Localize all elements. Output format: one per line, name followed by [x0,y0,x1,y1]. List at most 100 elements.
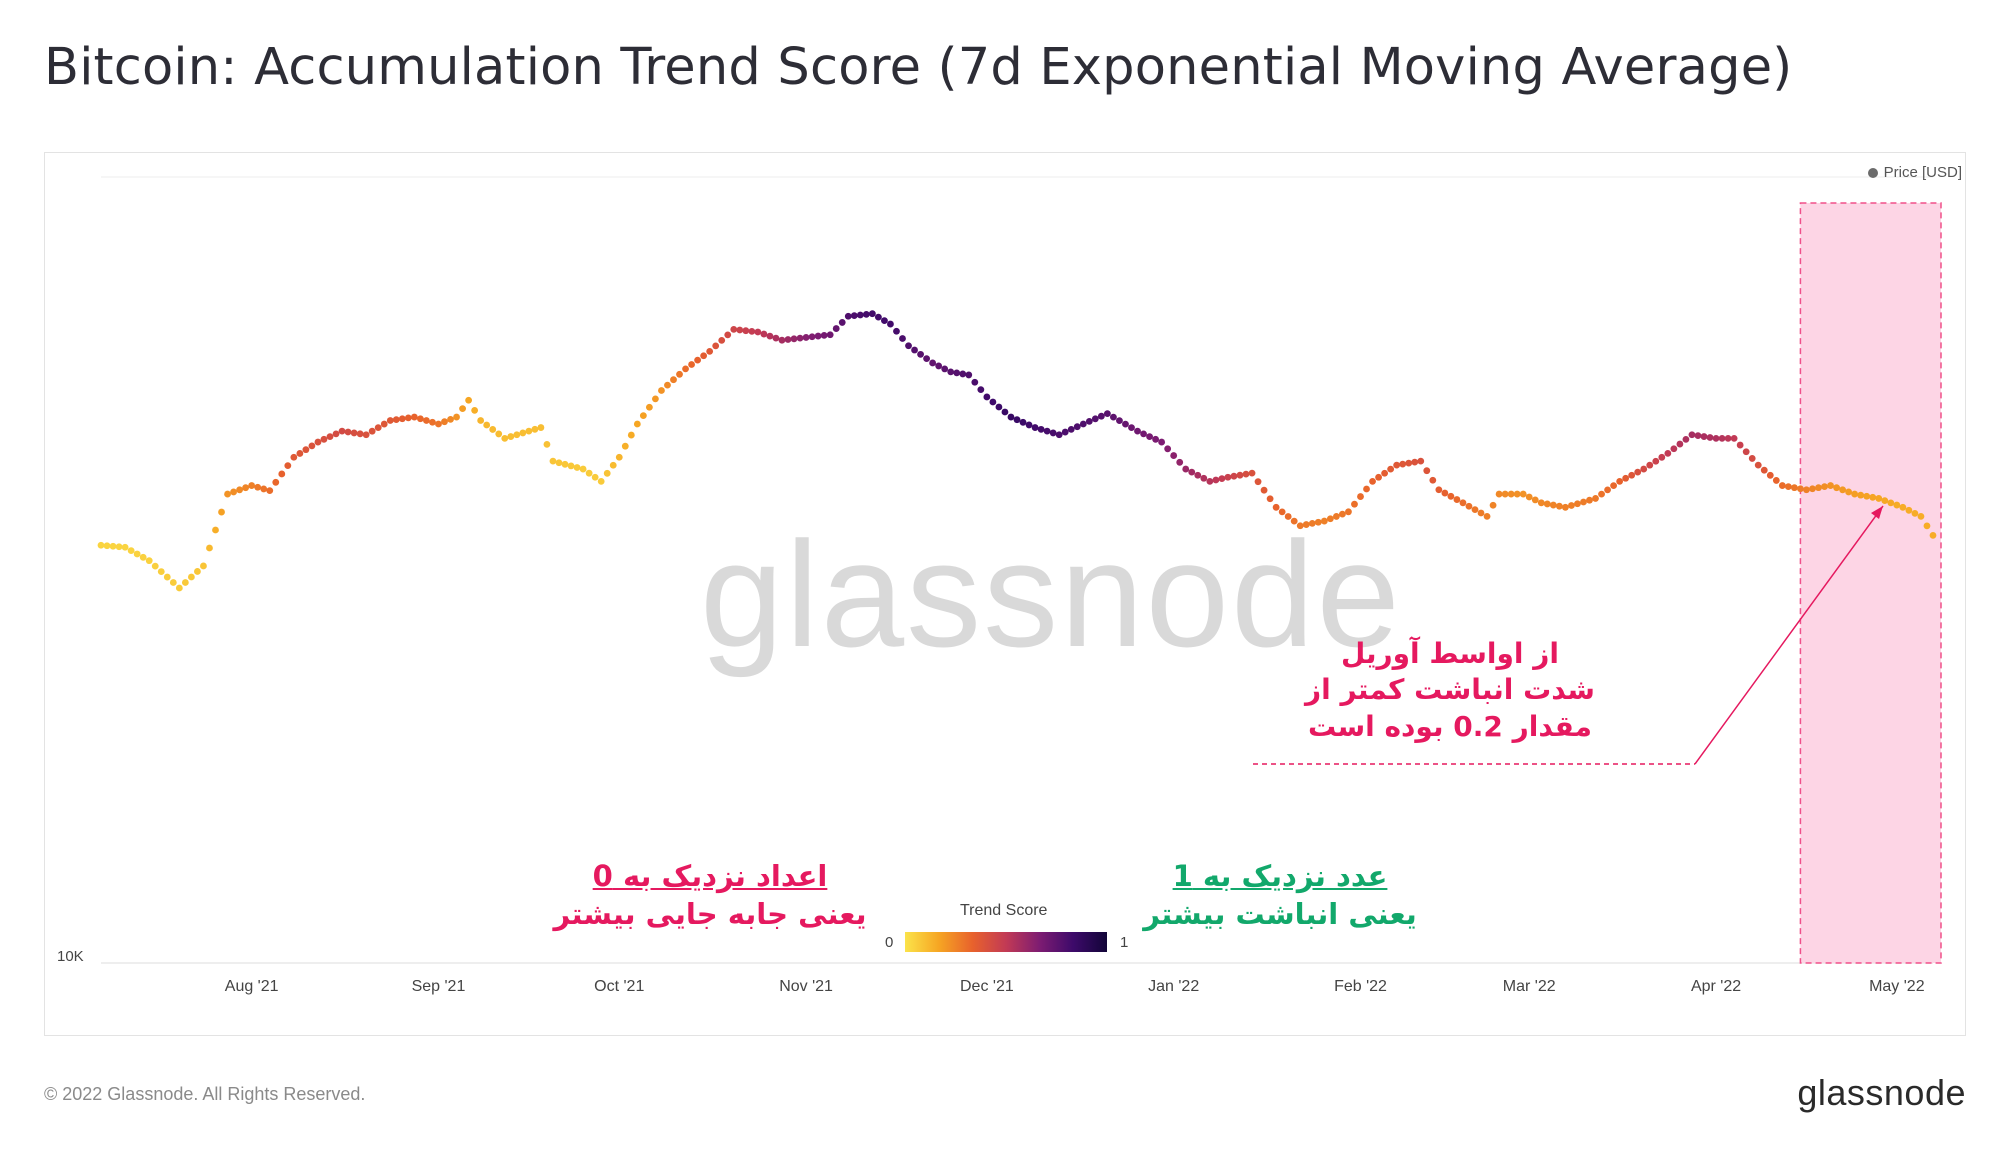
data-point [1158,438,1166,446]
data-point [248,482,256,489]
data-point [1574,500,1581,508]
data-point [1525,493,1533,501]
data-point [507,433,515,440]
data-point [308,442,316,450]
data-point [1164,445,1172,453]
data-point [1103,410,1111,418]
y-tick-label: 10K [57,948,84,965]
data-point [1760,466,1768,474]
data-point [1061,428,1069,436]
data-point [1863,492,1871,500]
data-point [1905,506,1913,514]
data-point [766,332,774,340]
chart-svg: 10K Aug '21 Sep '21 Oct '21 Nov '21 Dec '21 Ja… [57,176,1942,995]
data-point [718,336,726,344]
data-point [1736,441,1744,449]
data-point [1037,425,1045,433]
data-point [959,370,967,378]
data-point [1097,412,1105,420]
data-point [1447,492,1455,500]
data-point [561,460,569,468]
data-point [1580,498,1587,506]
data-point [1170,452,1178,459]
data-point [688,361,695,368]
data-point [1019,418,1027,426]
data-point [1266,495,1274,503]
colorbar-title: Trend Score [960,902,1048,919]
data-point [200,562,207,570]
data-point [1140,430,1147,438]
data-point [332,430,340,438]
data-point [778,336,786,344]
colorbar-max-label: 1 [1120,934,1129,951]
data-point [1212,476,1220,484]
data-point [1766,471,1774,479]
data-point [1887,499,1895,507]
data-point [356,430,364,438]
data-point [1272,503,1280,511]
data-point [1917,512,1925,520]
data-point [1290,517,1298,525]
data-point [169,579,177,586]
x-tick-label: Sep '21 [412,978,466,995]
data-point [1622,474,1630,482]
data-point [1357,493,1364,500]
data-point [1188,468,1196,476]
data-point [1754,461,1762,469]
data-point [1007,413,1015,421]
data-point [1224,473,1232,481]
data-point [941,365,949,373]
data-point [893,327,900,335]
data-point [1411,458,1419,466]
data-point [796,334,804,342]
data-point [531,425,539,433]
data-point [1616,477,1624,485]
x-tick-label: Oct '21 [594,978,644,995]
data-point [1543,500,1551,508]
data-point [742,327,750,335]
data-point [1055,431,1063,439]
data-point [603,469,611,477]
x-tick-label: Nov '21 [779,978,833,995]
data-point [1730,434,1738,442]
data-point [1742,448,1750,456]
data-point [881,317,888,325]
data-point [224,490,231,498]
data-point [495,430,503,438]
data-point [682,365,689,373]
data-point [278,470,286,478]
data-point [368,427,376,435]
data-point [1664,449,1672,457]
data-point [1628,471,1636,479]
data-point [1586,496,1593,504]
data-point [1489,501,1497,509]
data-point [1296,522,1304,530]
data-point [905,342,912,350]
data-point [1531,496,1539,504]
data-point [453,413,460,421]
data-point [519,429,527,437]
data-point [1923,522,1931,530]
data-point [947,368,955,376]
data-point [386,417,394,424]
data-point [1031,424,1039,431]
data-point [868,310,876,318]
data-point [1194,471,1202,479]
data-point [1369,477,1376,485]
data-point [1260,486,1268,494]
data-point [953,369,961,377]
data-point [1254,478,1262,486]
data-point [730,325,738,333]
data-point [1598,490,1605,498]
data-point [965,371,973,379]
data-point [1610,482,1618,490]
data-point [1694,432,1702,440]
data-point [1893,501,1901,509]
data-point [1363,485,1370,493]
data-point [555,459,563,467]
annotation-near-one: عدد نزدیک به 1 یعنی انباشت بیشتر [1120,858,1440,933]
legend[interactable]: Price [USD] [1867,164,1962,181]
data-point [567,462,575,470]
data-point [242,484,250,492]
footer-copyright: © 2022 Glassnode. All Rights Reserved. [44,1084,366,1104]
